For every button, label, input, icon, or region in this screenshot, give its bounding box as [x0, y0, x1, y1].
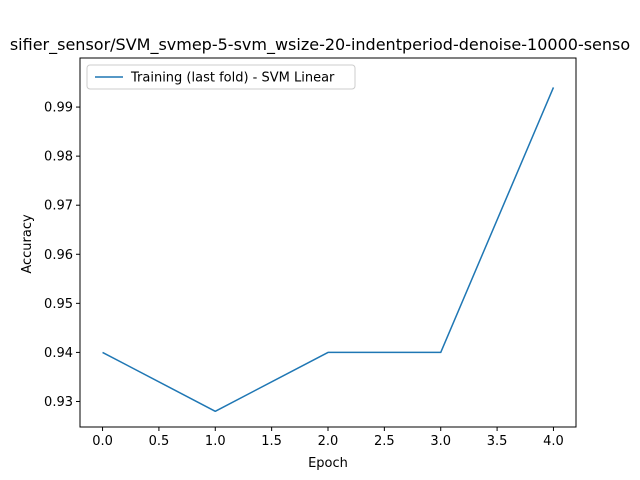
x-tick-label: 4.0: [543, 434, 564, 449]
legend-label: Training (last fold) - SVM Linear: [130, 71, 335, 86]
x-tick-label: 2.0: [318, 434, 339, 449]
x-tick-label: 3.0: [430, 434, 451, 449]
x-axis-label: Epoch: [308, 456, 348, 471]
y-axis-label: Accuracy: [20, 214, 35, 274]
y-tick-label: 0.96: [44, 248, 73, 263]
x-tick-label: 1.0: [205, 434, 226, 449]
x-tick-label: 1.5: [261, 434, 282, 449]
y-tick-label: 0.95: [44, 297, 73, 312]
series-layer: [102, 87, 555, 413]
legend: Training (last fold) - SVM Linear: [86, 64, 356, 90]
x-tick-label: 2.5: [374, 434, 395, 449]
y-tick-label: 0.94: [44, 346, 73, 361]
y-axis: 0.93 0.94 0.95 0.96 0.97 0.98 0.99: [44, 101, 80, 410]
x-tick-label: 3.5: [487, 434, 508, 449]
plot-area: [79, 57, 577, 428]
series-line: [102, 87, 555, 413]
y-tick-label: 0.97: [44, 199, 73, 214]
y-tick-label: 0.93: [44, 395, 73, 410]
x-tick-label: 0.0: [92, 434, 113, 449]
plot-frame: [79, 57, 577, 428]
y-tick-label: 0.99: [44, 101, 73, 116]
y-tick-label: 0.98: [44, 150, 73, 165]
x-tick-label: 0.5: [149, 434, 170, 449]
legend-box: [86, 64, 356, 90]
x-axis: 0.0 0.5 1.0 1.5 2.0 2.5 3.0 3.5 4.0: [92, 427, 564, 449]
chart-title: sifier_sensor/SVM_svmep-5-svm_wsize-20-i…: [10, 35, 630, 55]
